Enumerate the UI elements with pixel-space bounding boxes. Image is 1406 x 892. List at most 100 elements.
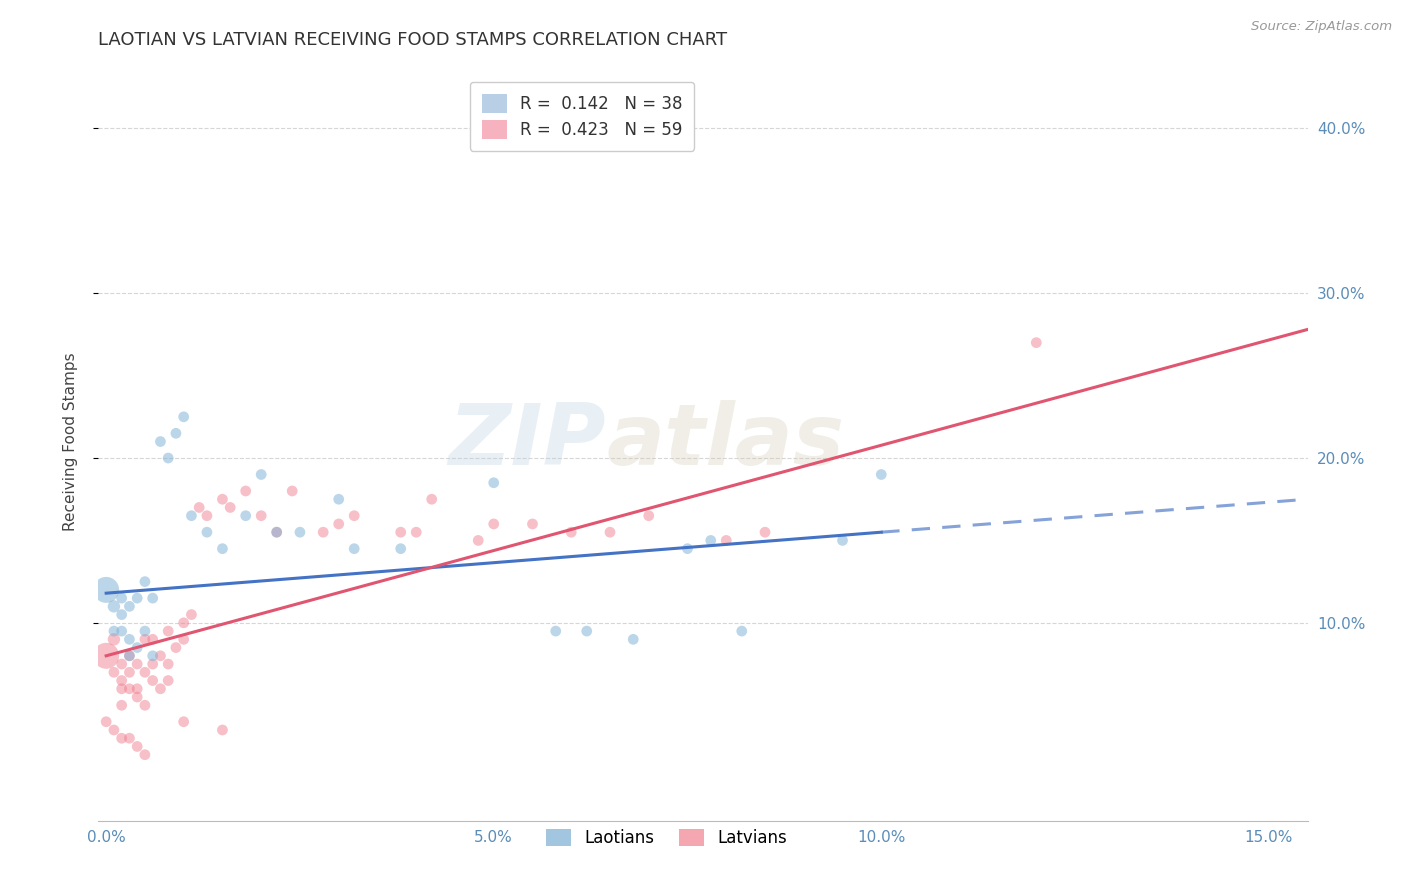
Point — [716, 533, 738, 548]
Point — [157, 450, 180, 465]
Text: ZIP: ZIP — [449, 400, 606, 483]
Point — [173, 615, 195, 630]
Point — [149, 681, 172, 696]
Point — [134, 665, 156, 680]
Point — [195, 508, 218, 523]
Point — [700, 533, 723, 548]
Point — [637, 508, 659, 523]
Point — [96, 582, 118, 597]
Point — [127, 591, 149, 606]
Point — [142, 632, 165, 647]
Point — [111, 624, 134, 639]
Point — [127, 657, 149, 671]
Legend: Laotians, Latvians: Laotians, Latvians — [540, 822, 794, 854]
Point — [288, 525, 311, 540]
Point — [482, 516, 505, 531]
Point — [142, 673, 165, 688]
Point — [111, 657, 134, 671]
Point — [103, 599, 125, 614]
Point — [103, 632, 125, 647]
Point — [142, 648, 165, 663]
Point — [118, 648, 141, 663]
Point — [281, 483, 304, 498]
Point — [173, 409, 195, 424]
Point — [1025, 335, 1047, 350]
Point — [180, 607, 202, 622]
Point — [676, 541, 699, 556]
Point — [420, 492, 443, 507]
Point — [134, 624, 156, 639]
Point — [103, 665, 125, 680]
Point — [560, 525, 582, 540]
Point — [118, 681, 141, 696]
Point — [211, 492, 233, 507]
Point — [118, 731, 141, 746]
Text: atlas: atlas — [606, 400, 845, 483]
Point — [870, 467, 893, 482]
Point — [127, 739, 149, 754]
Point — [134, 632, 156, 647]
Point — [266, 525, 288, 540]
Text: LAOTIAN VS LATVIAN RECEIVING FOOD STAMPS CORRELATION CHART: LAOTIAN VS LATVIAN RECEIVING FOOD STAMPS… — [98, 31, 727, 49]
Point — [731, 624, 754, 639]
Point — [127, 681, 149, 696]
Point — [211, 541, 233, 556]
Point — [118, 665, 141, 680]
Point — [328, 492, 350, 507]
Point — [188, 500, 211, 515]
Point — [467, 533, 489, 548]
Point — [219, 500, 242, 515]
Point — [195, 525, 218, 540]
Point — [250, 508, 273, 523]
Point — [157, 673, 180, 688]
Point — [157, 624, 180, 639]
Point — [118, 599, 141, 614]
Point — [111, 731, 134, 746]
Point — [111, 698, 134, 713]
Point — [235, 508, 257, 523]
Point — [343, 508, 366, 523]
Point — [118, 632, 141, 647]
Point — [118, 648, 141, 663]
Point — [312, 525, 335, 540]
Point — [103, 624, 125, 639]
Point — [134, 747, 156, 762]
Point — [103, 723, 125, 737]
Point — [211, 723, 233, 737]
Point — [142, 657, 165, 671]
Point — [111, 673, 134, 688]
Point — [165, 426, 187, 441]
Point — [328, 516, 350, 531]
Point — [134, 698, 156, 713]
Point — [389, 541, 412, 556]
Point — [111, 681, 134, 696]
Point — [575, 624, 598, 639]
Point — [180, 508, 202, 523]
Point — [149, 434, 172, 449]
Point — [235, 483, 257, 498]
Point — [621, 632, 644, 647]
Point — [405, 525, 427, 540]
Point — [599, 525, 621, 540]
Point — [343, 541, 366, 556]
Point — [134, 574, 156, 589]
Point — [111, 591, 134, 606]
Point — [544, 624, 567, 639]
Point — [173, 632, 195, 647]
Point — [96, 648, 118, 663]
Point — [149, 648, 172, 663]
Point — [111, 607, 134, 622]
Point — [522, 516, 544, 531]
Point — [142, 591, 165, 606]
Text: Source: ZipAtlas.com: Source: ZipAtlas.com — [1251, 20, 1392, 33]
Point — [831, 533, 853, 548]
Point — [157, 657, 180, 671]
Point — [754, 525, 776, 540]
Point — [250, 467, 273, 482]
Point — [173, 714, 195, 729]
Y-axis label: Receiving Food Stamps: Receiving Food Stamps — [63, 352, 77, 531]
Point — [389, 525, 412, 540]
Point — [482, 475, 505, 490]
Point — [127, 640, 149, 655]
Point — [96, 714, 118, 729]
